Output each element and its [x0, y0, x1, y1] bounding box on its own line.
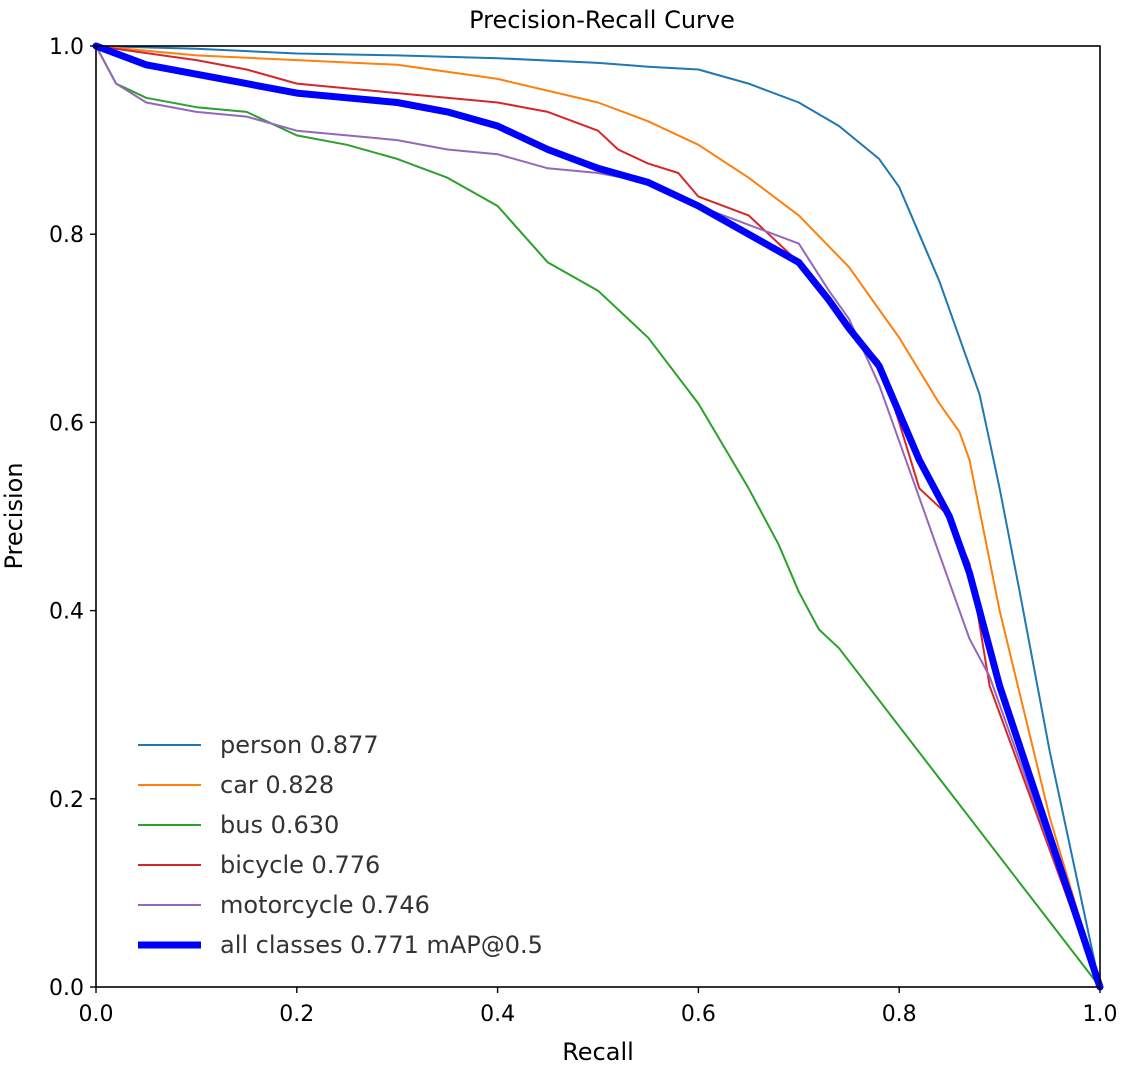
legend-label: bicycle 0.776 — [220, 851, 380, 879]
x-tick-label: 0.0 — [79, 1002, 114, 1027]
legend: person 0.877 car 0.828 bus 0.630 bicycle 0.… — [138, 731, 543, 959]
plot-frame — [95, 45, 1101, 988]
x-tick-label: 0.2 — [279, 1002, 314, 1027]
y-tick-label: 0.6 — [49, 411, 84, 436]
legend-label: car 0.828 — [220, 771, 334, 799]
series-layer — [92, 42, 1104, 991]
series-line-3 — [95, 45, 1101, 988]
plot-area — [92, 42, 1104, 991]
y-tick-label: 0.4 — [49, 600, 84, 625]
x-tick-label: 0.4 — [480, 1002, 515, 1027]
y-tick-label: 0.8 — [49, 223, 84, 248]
y-axis-ticks: 0.0 0.2 0.4 0.6 0.8 1.0 — [49, 35, 96, 1001]
y-axis-label: Precision — [0, 462, 28, 569]
x-axis-ticks: 0.0 0.2 0.4 0.6 0.8 1.0 — [79, 987, 1118, 1027]
legend-label: motorcycle 0.746 — [220, 891, 430, 919]
series-line-2 — [95, 45, 1101, 988]
series-line-1 — [95, 45, 1101, 988]
legend-label: person 0.877 — [220, 731, 379, 759]
x-tick-label: 1.0 — [1083, 1002, 1118, 1027]
series-line-5 — [92, 42, 1104, 991]
y-tick-label: 0.0 — [49, 976, 84, 1001]
series-line-0 — [95, 45, 1101, 988]
x-axis-label: Recall — [562, 1038, 634, 1066]
legend-label: all classes 0.771 mAP@0.5 — [220, 931, 543, 959]
y-tick-label: 1.0 — [49, 35, 84, 60]
legend-label: bus 0.630 — [220, 811, 339, 839]
chart-title: Precision-Recall Curve — [469, 6, 735, 34]
x-tick-label: 0.8 — [882, 1002, 917, 1027]
x-tick-label: 0.6 — [681, 1002, 716, 1027]
y-tick-label: 0.2 — [49, 788, 84, 813]
